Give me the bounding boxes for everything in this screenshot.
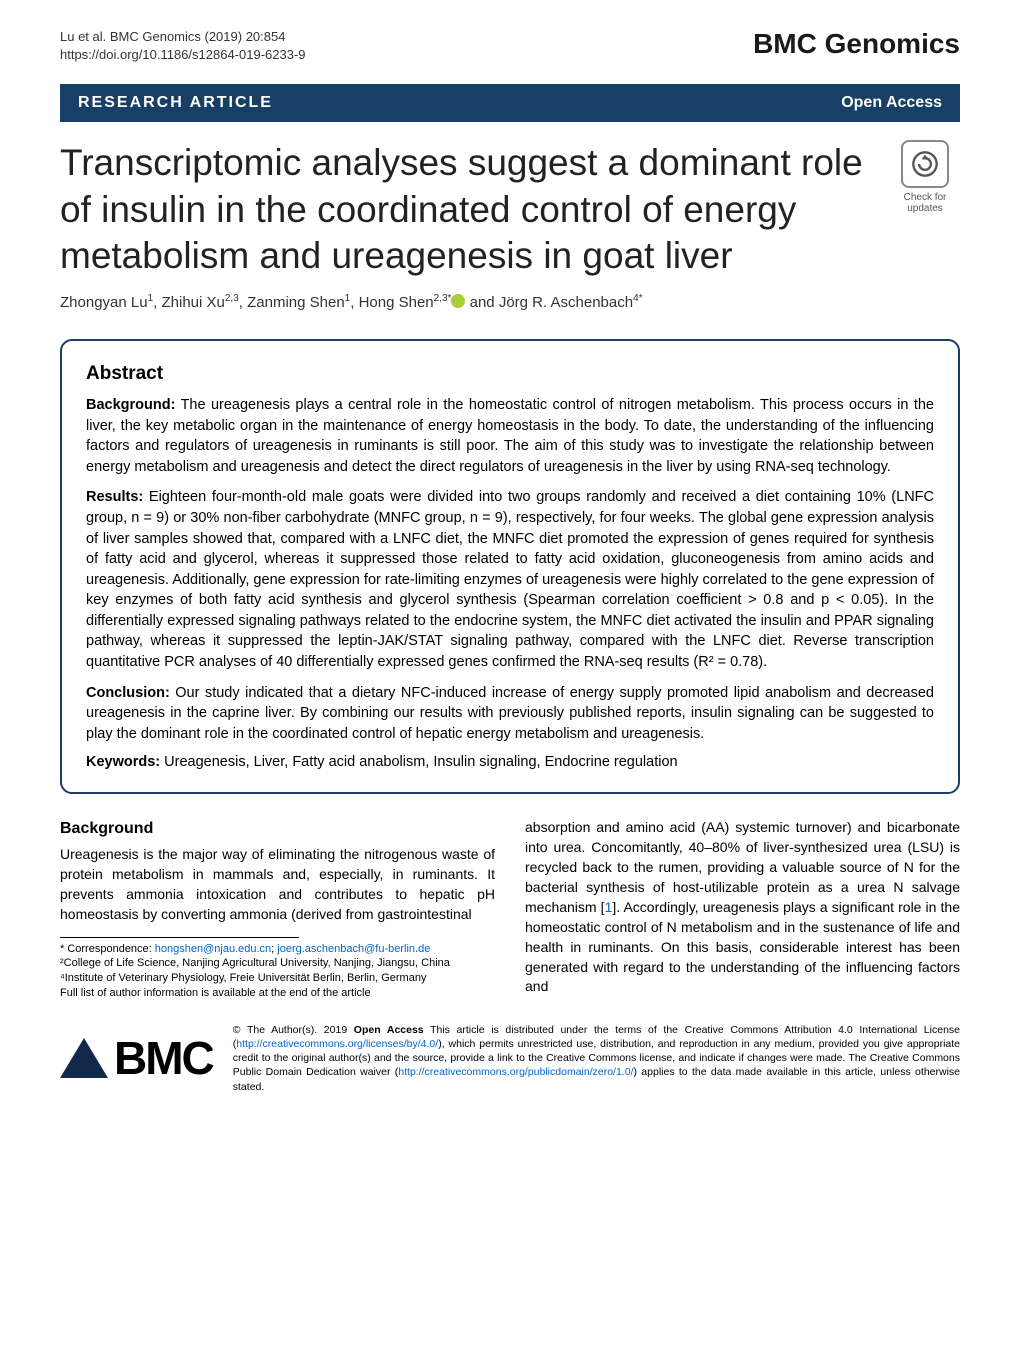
correspondence-block: * Correspondence: hongshen@njau.edu.cn; … [60,942,495,1001]
license-link[interactable]: http://creativecommons.org/publicdomain/… [398,1066,633,1078]
abstract-bg-text: The ureagenesis plays a central role in … [86,397,934,475]
journal-name: BMC Genomics [753,28,960,64]
author: Zanming Shen [247,294,345,311]
background-heading: Background [60,818,495,841]
affil-sup: 1 [148,293,154,304]
abstract-res-label: Results: [86,489,143,505]
crossmark-icon [901,140,949,188]
correspondence-email[interactable]: hongshen@njau.edu.cn [155,943,271,955]
license-text-a: © The Author(s). 2019 [233,1024,354,1036]
bmc-logo: BMC [60,1031,213,1085]
doi-line: https://doi.org/10.1186/s12864-019-6233-… [60,46,306,64]
background-para-left: Ureagenesis is the major way of eliminat… [60,845,495,925]
abstract-con-text: Our study indicated that a dietary NFC-i… [86,685,934,742]
article-category: RESEARCH ARTICLE [78,94,273,112]
abstract-heading: Abstract [86,363,934,385]
check-updates-widget[interactable]: Check for updates [890,140,960,279]
correspondence-label: * Correspondence: [60,943,155,955]
author: Zhongyan Lu [60,294,148,311]
citation-block: Lu et al. BMC Genomics (2019) 20:854 htt… [60,28,306,64]
check-updates-label: Check for updates [890,192,960,214]
keywords-label: Keywords: [86,754,160,770]
correspondence-rule [60,937,299,938]
license-footer: BMC © The Author(s). 2019 Open Access Th… [0,1013,1020,1124]
affiliation-line: ²College of Life Science, Nanjing Agricu… [60,956,495,971]
keywords-text: Ureagenesis, Liver, Fatty acid anabolism… [160,754,677,770]
abstract-bg-label: Background: [86,397,175,413]
open-access-label: Open Access [841,94,942,112]
license-oa: Open Access [354,1024,424,1036]
license-link[interactable]: http://creativecommons.org/licenses/by/4… [236,1038,438,1050]
bmc-triangle-icon [60,1038,108,1078]
bmc-logo-text: BMC [114,1031,213,1085]
affil-sup: 2,3 [225,293,239,304]
author: Zhihui Xu [161,294,224,311]
page-header: Lu et al. BMC Genomics (2019) 20:854 htt… [0,0,1020,74]
affil-sup: 2,3* [434,293,452,304]
correspondence-email[interactable]: joerg.aschenbach@fu-berlin.de [277,943,430,955]
affiliation-line: ⁴Institute of Veterinary Physiology, Fre… [60,971,495,986]
article-title: Transcriptomic analyses suggest a domina… [60,140,870,279]
abstract-keywords: Keywords: Ureagenesis, Liver, Fatty acid… [86,754,934,770]
author: Jörg R. Aschenbach [499,294,633,311]
affil-sup: 4* [633,293,642,304]
right-column: absorption and amino acid (AA) systemic … [525,818,960,1001]
affiliation-full-note: Full list of author information is avail… [60,986,495,1001]
body-columns: Background Ureagenesis is the major way … [0,802,1020,1013]
license-text: © The Author(s). 2019 Open Access This a… [233,1023,960,1094]
abstract-conclusion: Conclusion: Our study indicated that a d… [86,683,934,745]
title-row: Transcriptomic analyses suggest a domina… [0,122,1020,289]
abstract-box: Abstract Background: The ureagenesis pla… [60,339,960,794]
abstract-background: Background: The ureagenesis plays a cent… [86,395,934,477]
citation-line: Lu et al. BMC Genomics (2019) 20:854 [60,28,306,46]
orcid-icon[interactable] [451,294,465,308]
affil-sup: 1 [345,293,351,304]
abstract-res-text: Eighteen four-month-old male goats were … [86,489,934,670]
left-column: Background Ureagenesis is the major way … [60,818,495,1001]
author: Hong Shen [359,294,434,311]
category-bar: RESEARCH ARTICLE Open Access [60,84,960,122]
abstract-con-label: Conclusion: [86,685,170,701]
author-list: Zhongyan Lu1, Zhihui Xu2,3, Zanming Shen… [0,289,1020,331]
abstract-results: Results: Eighteen four-month-old male go… [86,487,934,672]
author-and: and [465,294,498,311]
